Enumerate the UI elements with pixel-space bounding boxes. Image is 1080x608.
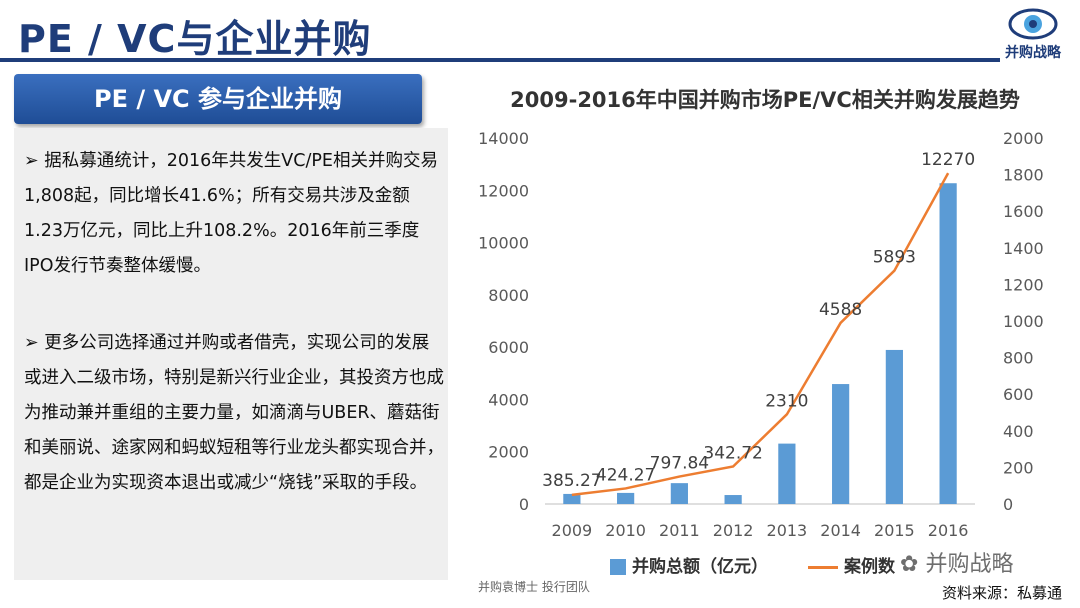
section-tag: PE / VC 参与企业并购 (14, 74, 422, 124)
y-right-tick-label: 1800 (1003, 166, 1044, 185)
y-left-tick-label: 0 (519, 495, 529, 514)
x-tick-label: 2012 (713, 521, 754, 540)
legend-bar-label: 并购总额（亿元） (632, 557, 768, 577)
brand-logo: 并购战略 (1000, 6, 1066, 66)
x-tick-label: 2014 (820, 521, 861, 540)
bar (670, 483, 688, 504)
bar-data-label: 385.27 (542, 471, 601, 491)
y-right-tick-label: 1000 (1003, 312, 1044, 331)
bar-data-label: 2310 (765, 391, 808, 411)
x-tick-label: 2016 (928, 521, 969, 540)
y-right-tick-label: 1200 (1003, 275, 1044, 294)
bar-data-label: 4588 (819, 300, 862, 320)
chart-legend: 并购总额（亿元） 案例数 (610, 552, 895, 577)
x-tick-label: 2010 (605, 521, 646, 540)
y-left-tick-label: 4000 (488, 390, 529, 409)
bar (885, 349, 903, 504)
x-tick-label: 2011 (659, 521, 700, 540)
bar (939, 183, 957, 504)
chart-area: 0 2000 4000 6000 8000 10000 12000 14000 0 200 400 6… (478, 129, 1044, 540)
source-note: 资料来源：私募通 (941, 584, 1062, 602)
legend-line-swatch (808, 565, 838, 569)
x-tick-label: 2013 (767, 521, 808, 540)
y-left-tick-label: 12000 (478, 181, 529, 200)
y-right-tick-label: 2000 (1003, 129, 1044, 148)
page-title: PE / VC与企业并购 (18, 17, 372, 61)
x-tick-label: 2015 (874, 521, 915, 540)
x-tick-label: 2009 (552, 521, 593, 540)
y-left-tick-label: 10000 (478, 234, 529, 253)
bar (617, 492, 635, 504)
y-right-tick-label: 400 (1003, 422, 1034, 441)
y-left-tick-label: 6000 (488, 338, 529, 357)
y-right-tick-label: 800 (1003, 349, 1034, 368)
bar-data-label: 342.72 (703, 443, 762, 463)
bar (778, 443, 796, 504)
logo-text: 并购战略 (1005, 45, 1061, 61)
footer-note: 并购袁博士 投行团队 (478, 580, 590, 594)
chart-title: 2009-2016年中国并购市场PE/VC相关并购发展趋势 (510, 88, 1020, 112)
bar-data-label: 5893 (873, 248, 916, 268)
y-right-tick-label: 200 (1003, 458, 1034, 477)
legend-line-label: 案例数 (844, 557, 895, 577)
paragraph-2: ➢ 更多公司选择通过并购或者借壳，实现公司的发展或进入二级市场，特别是新兴行业企… (24, 333, 444, 493)
eye-logo-icon (1008, 8, 1058, 40)
watermark-text: 并购战略 (925, 552, 1014, 577)
line-series (571, 172, 950, 497)
bar (563, 493, 581, 504)
bar (724, 495, 742, 504)
bar-data-label: 12270 (921, 150, 975, 170)
wechat-watermark: ✿ 并购战略 (900, 552, 1014, 577)
y-left-tick-label: 2000 (488, 443, 529, 462)
y-left-tick-label: 8000 (488, 286, 529, 305)
y-right-tick-label: 1400 (1003, 239, 1044, 258)
y-right-tick-label: 0 (1003, 495, 1013, 514)
y-right-tick-label: 1600 (1003, 202, 1044, 221)
title-rule (0, 58, 1000, 62)
paragraph-1: ➢ 据私募通统计，2016年共发生VC/PE相关并购交易1,808起，同比增长4… (24, 151, 438, 276)
y-left-tick-label: 14000 (478, 129, 529, 148)
bar-data-label: 797.84 (650, 454, 709, 474)
title-bar: PE / VC与企业并购 并购战略 (0, 0, 1080, 62)
legend-bar-swatch (610, 559, 626, 575)
text-panel: ➢ 据私募通统计，2016年共发生VC/PE相关并购交易1,808起，同比增长4… (14, 128, 448, 580)
y-right-tick-label: 600 (1003, 385, 1034, 404)
bar-data-label: 424.27 (596, 465, 655, 485)
bar (832, 384, 850, 504)
